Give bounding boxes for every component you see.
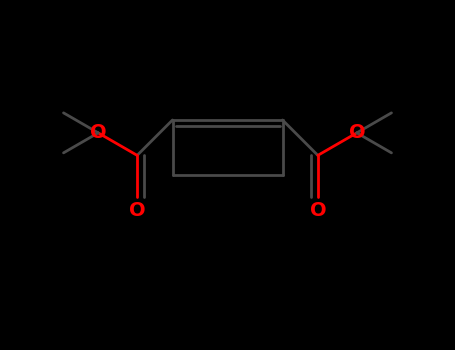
Text: O: O [129, 201, 146, 220]
Text: O: O [90, 123, 106, 142]
Text: O: O [349, 123, 365, 142]
Text: O: O [309, 201, 326, 220]
